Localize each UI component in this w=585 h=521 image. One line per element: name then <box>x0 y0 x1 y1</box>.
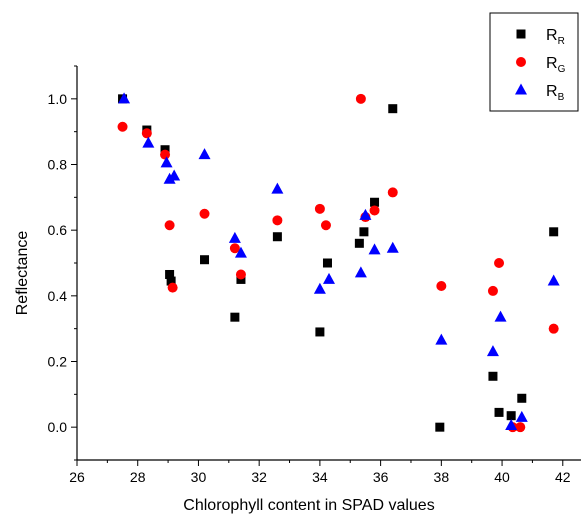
triangle-point <box>505 419 518 431</box>
circle-point <box>117 121 128 132</box>
x-tick-label: 32 <box>251 469 267 485</box>
x-tick-label: 38 <box>434 469 450 485</box>
square-point <box>494 407 504 417</box>
x-tick-label: 42 <box>555 469 571 485</box>
circle-point <box>436 280 447 291</box>
triangle-point <box>323 272 335 284</box>
y-tick-label: 0.0 <box>48 419 68 435</box>
square-point <box>354 238 364 248</box>
legend-label: RG <box>546 55 566 75</box>
circle-point <box>164 220 175 231</box>
data-points <box>117 92 560 433</box>
triangle-point <box>515 410 528 422</box>
triangle-point <box>168 169 181 181</box>
circle-point <box>548 323 559 334</box>
circle-point <box>199 208 210 219</box>
legend-triangle-marker <box>515 83 527 95</box>
x-tick-label: 28 <box>130 469 146 485</box>
square-point <box>435 422 445 432</box>
circle-point <box>160 149 171 160</box>
triangle-point <box>228 231 241 243</box>
x-tick-label: 34 <box>312 469 328 485</box>
triangle-point <box>486 345 499 357</box>
x-axis-title: Chlorophyll content in SPAD values <box>183 497 434 514</box>
square-point <box>488 371 498 381</box>
circle-point <box>141 128 152 139</box>
y-tick-label: 1.0 <box>48 91 68 107</box>
circle-point <box>369 205 380 216</box>
triangle-point <box>313 282 326 294</box>
triangle-point <box>160 156 173 168</box>
circle-point <box>494 258 505 268</box>
circle-point <box>487 285 498 296</box>
triangle-point <box>368 243 381 255</box>
circle-point <box>387 187 398 198</box>
square-point <box>315 327 325 337</box>
legend-label: RB <box>546 83 565 103</box>
y-tick-label: 0.2 <box>48 354 68 370</box>
triangle-point <box>271 182 284 194</box>
triangle-point <box>494 310 507 322</box>
triangle-point <box>359 208 372 220</box>
square-point <box>506 411 516 421</box>
square-point <box>272 232 282 242</box>
triangle-point <box>435 333 448 345</box>
x-axis: 26 28 30 32 34 36 38 40 42 <box>69 460 571 485</box>
y-axis-title: Reflectance <box>14 231 31 316</box>
y-tick-label: 0.4 <box>48 288 68 304</box>
x-tick-label: 26 <box>69 469 85 485</box>
x-tick-label: 36 <box>373 469 389 485</box>
y-axis: 0.0 0.2 0.4 0.6 0.8 1.0 <box>48 65 77 461</box>
triangle-point <box>234 246 247 258</box>
triangle-point <box>198 148 211 160</box>
series-r-r <box>118 94 559 432</box>
circle-point <box>314 203 325 214</box>
circle-point <box>515 422 526 433</box>
series-r-b <box>118 92 560 431</box>
circle-point <box>235 269 246 280</box>
square-point <box>370 197 380 207</box>
circle-point <box>320 220 331 231</box>
square-point <box>549 227 559 237</box>
square-point <box>359 227 369 237</box>
legend-label: RR <box>546 27 565 47</box>
x-tick-label: 40 <box>494 469 510 485</box>
triangle-point <box>386 241 399 253</box>
y-tick-label: 0.8 <box>48 157 68 173</box>
square-point <box>517 393 527 403</box>
square-point <box>166 276 176 286</box>
circle-point <box>167 282 178 293</box>
square-point <box>388 104 398 114</box>
triangle-point <box>547 274 560 286</box>
square-point <box>165 269 175 279</box>
x-tick-label: 30 <box>191 469 207 485</box>
circle-point <box>272 215 283 226</box>
legend-circle-marker <box>516 57 526 67</box>
series-r-g <box>117 93 559 433</box>
circle-point <box>229 243 240 254</box>
square-point <box>230 312 240 322</box>
circle-point <box>355 93 366 104</box>
legend-box <box>489 12 579 112</box>
square-point <box>200 255 210 265</box>
triangle-point <box>142 136 155 148</box>
triangle-point <box>118 92 131 104</box>
y-tick-label: 0.6 <box>48 222 68 238</box>
legend: RR RG RB <box>489 12 579 112</box>
legend-square-marker <box>516 29 526 39</box>
square-point <box>322 258 332 268</box>
triangle-point <box>354 266 367 278</box>
